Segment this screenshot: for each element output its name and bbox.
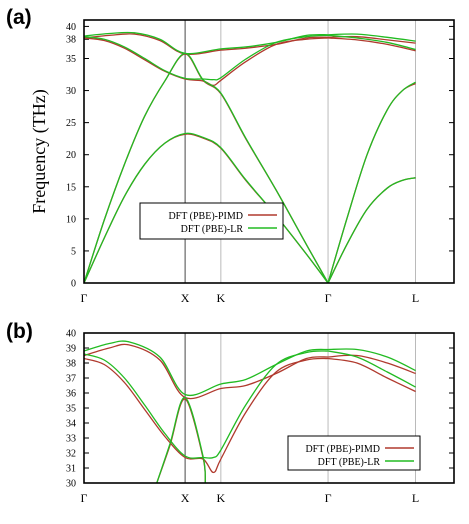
branch-5: [327, 177, 416, 283]
branch-4: [327, 350, 416, 388]
branch-2: [84, 343, 329, 400]
branch-4: [327, 357, 416, 393]
y-tick-label: 35: [66, 404, 76, 415]
y-axis-label: Frequency (THz): [29, 89, 50, 213]
y-tick-label: 38: [66, 359, 76, 370]
x-tick-label-Γ: Γ: [325, 491, 332, 505]
y-tick-label: 31: [66, 464, 76, 475]
branch-4: [84, 33, 329, 55]
panel-label: (b): [6, 320, 33, 343]
y-tick-label: 36: [66, 389, 76, 400]
branch-5: [328, 348, 416, 372]
branch-3: [156, 396, 206, 483]
branch-3: [156, 398, 206, 483]
branch-7: [327, 34, 416, 51]
branch-2: [84, 53, 329, 283]
branch-2: [84, 52, 329, 283]
x-tick-label-K: K: [217, 491, 226, 505]
y-tick-label: 25: [66, 118, 76, 129]
curves: [84, 31, 416, 283]
y-tick-label: 37: [66, 374, 76, 385]
x-tick-label-X: X: [181, 291, 190, 305]
y-tick-label: 34: [66, 419, 76, 430]
y-tick-label: 10: [66, 214, 76, 225]
branch-4: [84, 31, 329, 55]
x-tick-label-L: L: [412, 491, 419, 505]
x-tick-label-K: K: [217, 291, 226, 305]
branch-6: [327, 81, 416, 283]
panel-b: (b) 30 31 32 33 34 35 36 37 38 39 40 Γ X K Γ L DFT (PBE)-…: [6, 320, 455, 505]
plot-frame: [83, 332, 455, 484]
x-tick-label-Γ: Γ: [325, 291, 332, 305]
x-tick-label-L: L: [412, 291, 419, 305]
panel-a: (a) Frequency (THz) 0 5 10 15 20 25 30 35 38 40 Γ X K Γ…: [6, 6, 455, 305]
y-tick-label: 33: [66, 434, 76, 445]
curves: [84, 340, 416, 483]
branch-2: [84, 340, 329, 397]
y-tick-label: 15: [66, 182, 76, 193]
panel-label: (a): [6, 6, 32, 29]
branch-7: [327, 37, 416, 52]
legend-label: DFT (PBE)-LR: [181, 224, 244, 235]
series-lr: [84, 340, 416, 483]
y-tick-label: 38: [66, 35, 76, 46]
x-tick-label-Γ: Γ: [81, 491, 88, 505]
x-tick-label-Γ: Γ: [81, 291, 88, 305]
y-tick-label: 0: [71, 279, 76, 290]
series-lr: [84, 31, 416, 283]
branch-5: [327, 177, 416, 283]
legend-box: [287, 435, 421, 471]
plot-frame: [83, 19, 455, 284]
legend-label: DFT (PBE)-LR: [318, 457, 381, 468]
y-tick-label: 35: [66, 54, 76, 65]
legend-label: DFT (PBE)-PIMD: [305, 444, 380, 455]
y-tick-label: 20: [66, 150, 76, 161]
branch-8: [328, 33, 416, 42]
y-tick-label: 39: [66, 344, 76, 355]
y-tick-label: 40: [66, 22, 76, 33]
legend: DFT (PBE)-PIMD DFT (PBE)-LR: [287, 435, 421, 471]
y-tick-label: 30: [66, 86, 76, 97]
y-tick-label: 5: [71, 246, 76, 257]
legend-box: [139, 202, 284, 240]
y-tick-label: 30: [66, 479, 76, 490]
y-tick-label: 40: [66, 329, 76, 340]
y-tick-label: 32: [66, 449, 76, 460]
branch-5: [328, 354, 416, 375]
branch-6: [327, 82, 416, 283]
legend: DFT (PBE)-PIMD DFT (PBE)-LR: [139, 202, 284, 240]
x-tick-label-X: X: [181, 491, 190, 505]
branch-3: [84, 34, 329, 81]
legend-label: DFT (PBE)-PIMD: [168, 211, 243, 222]
